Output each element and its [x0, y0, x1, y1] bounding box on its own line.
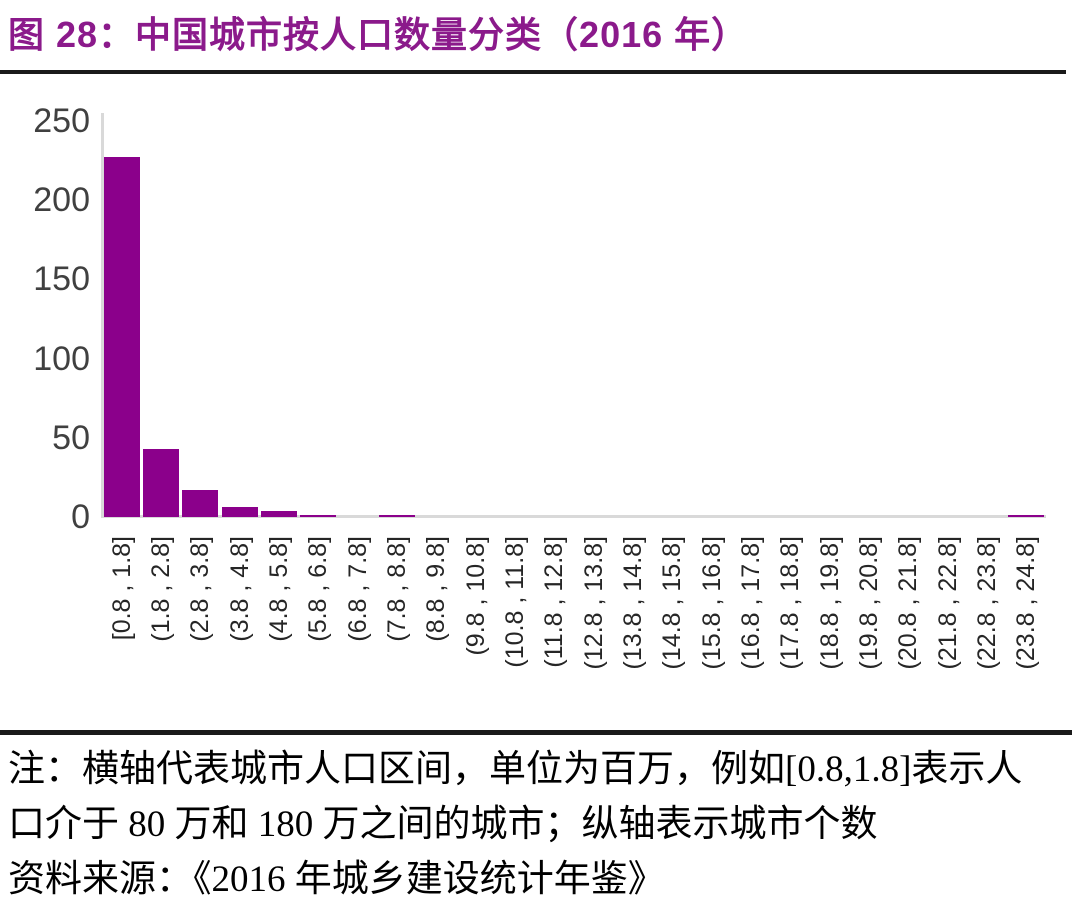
x-tick-label: (10.8 , 11.8] [501, 536, 529, 668]
title-divider [0, 70, 1066, 74]
y-tick-label: 250 [33, 102, 90, 140]
footnotes: 注：横轴代表城市人口区间，单位为百万，例如[0.8,1.8]表示人 口介于 80… [8, 742, 1068, 907]
x-tick-label: (16.8 , 17.8] [737, 536, 765, 670]
x-tick-label: (1.8 , 2.8] [147, 536, 175, 642]
x-tick-label: [0.8 , 1.8] [107, 536, 136, 641]
bar [1008, 515, 1045, 517]
x-tick-label: (11.8 , 12.8] [540, 536, 569, 668]
x-tick-label: (7.8 , 8.8] [383, 536, 411, 642]
x-tick-label: (3.8 , 4.8] [225, 536, 254, 642]
note-line-2: 口介于 80 万和 180 万之间的城市；纵轴表示城市个数 [8, 804, 878, 845]
x-tick-label: (15.8 , 16.8] [697, 536, 726, 670]
notes-divider [0, 730, 1072, 735]
x-tick-label: (17.8 , 18.8] [776, 536, 805, 670]
bar [378, 515, 415, 517]
x-tick-label: (18.8 , 19.8] [815, 536, 844, 670]
x-tick-label: (8.8 , 9.8] [422, 536, 451, 642]
x-tick-label: (21.8 , 22.8] [933, 536, 962, 670]
y-tick-label: 0 [71, 498, 90, 536]
y-axis-line [101, 113, 104, 518]
x-tick-label: (2.8 , 3.8] [186, 536, 215, 642]
x-tick-label: (22.8 , 23.8] [973, 536, 1001, 670]
chart-title: 图 28：中国城市按人口数量分类（2016 年） [8, 14, 749, 55]
x-tick-label: (13.8 , 14.8] [619, 536, 647, 670]
bar [142, 448, 179, 517]
y-tick-label: 150 [33, 260, 90, 299]
bar [103, 157, 140, 517]
y-tick-label: 100 [33, 339, 90, 378]
x-tick-label: (14.8 , 15.8] [658, 536, 687, 670]
bar [260, 510, 297, 517]
source-line: 资料来源：《2016 年城乡建设统计年鉴》 [8, 859, 665, 900]
x-tick-label: (6.8 , 7.8] [343, 536, 372, 642]
x-tick-label: (12.8 , 13.8] [579, 536, 608, 670]
y-tick-label: 50 [52, 418, 90, 457]
x-tick-label: (4.8 , 5.8] [265, 536, 293, 642]
x-axis-line [102, 515, 1046, 518]
bar [182, 490, 219, 517]
x-tick-label: (19.8 , 20.8] [855, 536, 883, 670]
x-tick-label: (9.8 , 10.8] [461, 536, 490, 656]
x-tick-label: (23.8 , 24.8] [1012, 536, 1041, 670]
bar [221, 507, 258, 517]
x-tick-label: (20.8 , 21.8] [894, 536, 923, 670]
x-tick-label: (5.8 , 6.8] [304, 536, 333, 642]
y-tick-label: 200 [33, 181, 90, 220]
note-line-1: 注：横轴代表城市人口区间，单位为百万，例如[0.8,1.8]表示人 [8, 749, 1023, 790]
bar [300, 515, 337, 517]
